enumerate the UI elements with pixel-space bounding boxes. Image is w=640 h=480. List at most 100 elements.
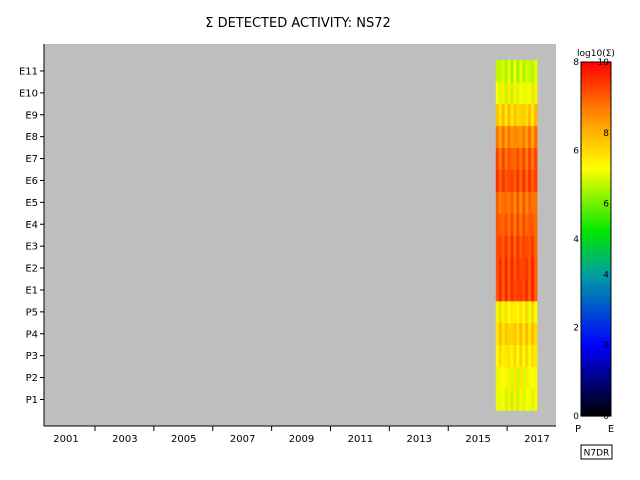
heatmap-cell (501, 213, 506, 236)
colorbar-step (581, 179, 611, 183)
colorbar-step (581, 74, 611, 78)
heatmap-cell (522, 344, 526, 367)
heatmap-cell (525, 125, 529, 148)
heatmap-cell (513, 344, 517, 367)
heatmap-cell (534, 235, 538, 258)
colorbar-step (581, 404, 611, 408)
heatmap-cell (501, 388, 506, 411)
heatmap-cell (519, 81, 523, 105)
colorbar-step (581, 383, 611, 387)
heatmap-cell (510, 125, 514, 148)
colorbar-step (581, 350, 611, 354)
heatmap-cell (522, 300, 526, 324)
heatmap-cell (531, 213, 535, 236)
heatmap-cell (507, 125, 511, 148)
heatmap-cell (495, 344, 500, 367)
colorbar-step (581, 374, 611, 378)
colorbar-step (581, 68, 611, 72)
colorbar-step (581, 248, 611, 252)
heatmap-cell (522, 235, 526, 258)
heatmap-cell (516, 279, 520, 302)
heatmap-cell (534, 103, 538, 127)
colorbar-step (581, 233, 611, 237)
colorbar-step (581, 302, 611, 306)
heatmap-cell (495, 235, 500, 258)
x-tick-label: 2003 (112, 434, 137, 445)
heatmap-cell (495, 257, 500, 280)
colorbar-step (581, 155, 611, 159)
heatmap-cell (516, 81, 520, 105)
colorbar-right-tick-label: 10 (598, 58, 610, 68)
colorbar-step (581, 71, 611, 75)
heatmap-cell (525, 191, 529, 214)
heatmap-cell (534, 366, 538, 389)
x-axis: 2001 2003 2005 2007 2009 2011 2013 2015 2017 (44, 425, 556, 445)
colorbar-step (581, 230, 611, 234)
y-tick-label: E5 (25, 198, 38, 209)
heatmap-cell (513, 169, 517, 192)
heatmap-cell (504, 60, 508, 83)
heatmap-cell (495, 213, 500, 236)
heatmap-cell (498, 169, 503, 192)
heatmap-cell (528, 103, 532, 127)
y-tick-label: E10 (19, 88, 38, 99)
colorbar-step (581, 107, 611, 111)
colorbar-step (581, 188, 611, 192)
heatmap-cell (501, 279, 506, 302)
heatmap-cell (513, 103, 517, 127)
y-tick-label: P5 (26, 307, 38, 318)
heatmap-cell (519, 300, 523, 324)
heatmap-cell (534, 344, 538, 367)
heatmap-cell (510, 60, 514, 83)
heatmap-cell (531, 388, 535, 411)
colorbar-step (581, 266, 611, 270)
colorbar-right-tick-label: 6 (603, 200, 609, 210)
heatmap-cell (504, 388, 508, 411)
colorbar-step (581, 254, 611, 258)
heatmap-cell (510, 322, 514, 346)
heatmap-cell (504, 300, 508, 324)
heatmap-cell (516, 344, 520, 367)
heatmap-cell (522, 366, 526, 389)
colorbar-step (581, 215, 611, 219)
colorbar-step (581, 131, 611, 135)
heatmap-cell (531, 279, 535, 302)
heatmap-cell (507, 103, 511, 127)
heatmap-cell (528, 322, 532, 346)
heatmap-cell (501, 169, 506, 192)
heatmap-cell (525, 344, 529, 367)
colorbar-step (581, 332, 611, 336)
heatmap-cell (495, 279, 500, 302)
colorbar-step (581, 227, 611, 231)
heatmap-cell (522, 169, 526, 192)
heatmap-cell (531, 103, 535, 127)
colorbar-step (581, 320, 611, 324)
x-tick-label: 2011 (348, 434, 373, 445)
heatmap-cell (507, 366, 511, 389)
heatmap-cell (501, 147, 506, 170)
x-tick-label: 2015 (465, 434, 490, 445)
colorbar-step (581, 173, 611, 177)
colorbar-gradient (581, 62, 611, 417)
heatmap-cell (534, 300, 538, 324)
heatmap-cell (504, 279, 508, 302)
colorbar-step (581, 182, 611, 186)
colorbar-step (581, 386, 611, 390)
heatmap-cell (510, 81, 514, 105)
colorbar-step (581, 221, 611, 225)
heatmap-cell (501, 366, 506, 389)
y-tick-label: P2 (26, 373, 38, 384)
colorbar-step (581, 353, 611, 357)
colorbar-step (581, 83, 611, 87)
heatmap-cell (534, 169, 538, 192)
colorbar-step (581, 137, 611, 141)
colorbar-step (581, 224, 611, 228)
heatmap-cell (531, 81, 535, 105)
heatmap-cell (525, 279, 529, 302)
heatmap-cell (522, 279, 526, 302)
heatmap-cell (519, 60, 523, 83)
heatmap-cell (516, 257, 520, 280)
colorbar-step (581, 299, 611, 303)
y-tick-label: P3 (26, 351, 38, 362)
heatmap-cell (528, 125, 532, 148)
